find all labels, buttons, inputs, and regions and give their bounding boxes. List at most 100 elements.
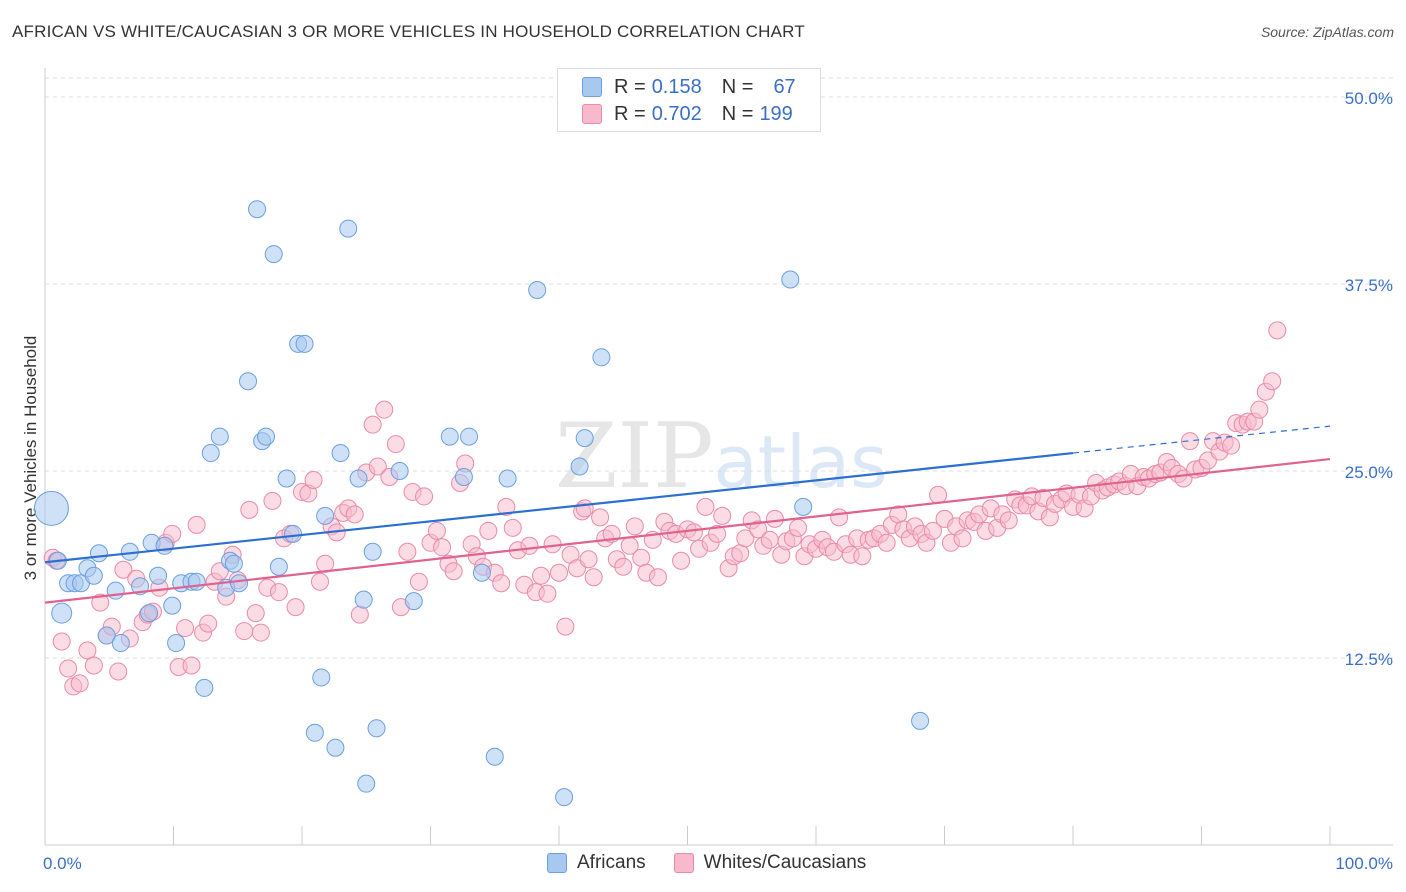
n-value: 199 <box>759 102 793 125</box>
y-tick-label: 50.0% <box>1345 89 1393 108</box>
whites-point <box>497 497 516 516</box>
africans-point <box>269 557 288 576</box>
whites-point <box>520 536 539 555</box>
africans-point <box>84 566 103 585</box>
whites-point <box>269 583 288 602</box>
africans-point <box>440 427 459 446</box>
whites-point <box>853 547 872 566</box>
whites-point <box>684 523 703 542</box>
africans-point <box>97 626 116 645</box>
africans-point <box>277 469 296 488</box>
whites-point <box>235 622 254 641</box>
whites-point <box>591 508 610 527</box>
y-tick-label: 25.0% <box>1345 463 1393 482</box>
whites-point <box>532 566 551 585</box>
africans-point <box>224 554 243 573</box>
africans-point <box>367 719 386 738</box>
pink-swatch-icon <box>582 104 602 124</box>
africans-point <box>230 574 249 593</box>
r-value: 0.702 <box>651 102 702 125</box>
whites-point <box>304 470 323 489</box>
whites-point <box>386 435 405 454</box>
whites-point <box>240 500 259 519</box>
africans-point <box>210 427 229 446</box>
y-tick-label: 12.5% <box>1345 650 1393 669</box>
africans-point <box>794 497 813 516</box>
whites-point <box>1250 400 1269 419</box>
whites-point <box>84 656 103 675</box>
whites-point <box>52 632 71 651</box>
africans-point <box>163 596 182 615</box>
whites-point <box>696 497 715 516</box>
africans-point <box>248 200 267 219</box>
legend-label-whites: Whites/Caucasians <box>703 852 867 873</box>
whites-point <box>246 604 265 623</box>
whites-point <box>579 550 598 569</box>
whites-point <box>625 517 644 536</box>
africans-point <box>357 774 376 793</box>
legend-row-africans: R = 0.158 N = 67 <box>582 75 816 99</box>
whites-point <box>375 400 394 419</box>
whites-point <box>648 568 667 587</box>
whites-point <box>550 563 568 582</box>
africans-point <box>140 604 159 623</box>
africans-point <box>305 723 324 742</box>
africans-point <box>295 334 314 353</box>
whites-point <box>760 530 779 549</box>
correlation-legend: R = 0.158 N = 67 R = 0.702 N = 199 <box>557 68 821 132</box>
africans-point <box>239 372 258 391</box>
whites-point <box>398 542 417 561</box>
africans-trendline <box>44 451 1074 564</box>
whites-point <box>345 505 364 524</box>
whites-point <box>584 568 603 587</box>
africans-trendline-extension <box>1072 425 1331 454</box>
whites-point <box>263 491 282 510</box>
africans-point <box>575 429 594 448</box>
africans-point <box>33 490 69 526</box>
legend-label-africans: Africans <box>577 852 646 873</box>
africans-point <box>264 245 283 264</box>
whites-point <box>91 593 110 612</box>
whites-point <box>503 518 522 537</box>
whites-point <box>713 506 732 525</box>
whites-point <box>310 572 329 591</box>
africans-point <box>555 788 574 807</box>
africans-point <box>460 427 479 446</box>
whites-point <box>350 605 369 624</box>
africans-point <box>404 592 423 611</box>
whites-point <box>1180 432 1199 451</box>
africans-point <box>528 280 547 299</box>
whites-point <box>187 515 206 534</box>
africans-point <box>498 469 517 488</box>
whites-point <box>409 572 428 591</box>
whites-point <box>708 524 727 543</box>
legend-item-whites: Whites/Caucasians <box>673 852 867 874</box>
whites-point <box>492 574 511 593</box>
whites-point <box>479 521 498 540</box>
whites-point <box>749 520 768 539</box>
y-axis-label: 3 or more Vehicles in Household <box>21 336 40 581</box>
africans-point <box>331 444 350 463</box>
r-label: R = <box>614 75 646 98</box>
africans-point <box>390 462 409 480</box>
whites-trendline <box>44 457 1331 604</box>
r-label: R = <box>614 102 646 125</box>
africans-point <box>339 219 358 238</box>
legend-item-africans: Africans <box>547 852 646 874</box>
africans-point <box>195 678 214 697</box>
whites-point <box>789 518 808 537</box>
source-label: Source: ZipAtlas.com <box>1260 24 1394 40</box>
series-legend: Africans Whites/Caucasians <box>547 852 894 874</box>
whites-point <box>70 674 89 693</box>
blue-swatch-icon <box>547 853 567 873</box>
whites-point <box>1268 321 1287 340</box>
whites-point <box>59 659 78 678</box>
africans-point <box>349 469 368 488</box>
africans-point <box>454 467 473 486</box>
africans-point <box>326 738 345 757</box>
n-label: N = <box>721 75 754 98</box>
africans-point <box>354 590 373 609</box>
africans-point <box>155 536 174 555</box>
whites-point <box>427 521 446 540</box>
